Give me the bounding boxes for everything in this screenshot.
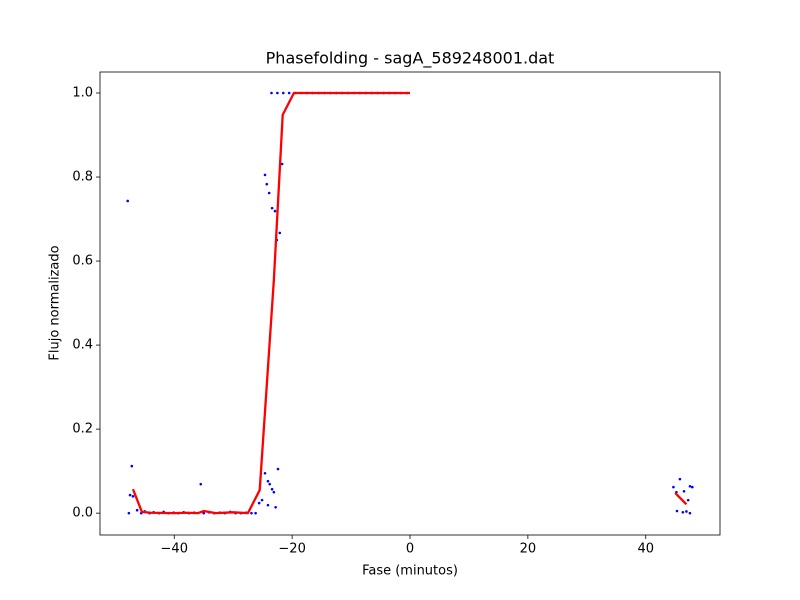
y-tick-label: 0.0 — [72, 506, 93, 521]
x-tick-label: 0 — [406, 542, 414, 557]
x-tick-label: −40 — [161, 542, 188, 557]
data-point — [278, 231, 282, 235]
y-tick-label: 0.8 — [72, 170, 93, 185]
data-point — [681, 511, 685, 514]
data-point — [270, 487, 274, 491]
x-tick-label: −20 — [278, 542, 305, 557]
data-point — [127, 511, 131, 515]
y-tick-label: 0.4 — [72, 338, 93, 353]
data-point — [276, 91, 279, 95]
data-point — [260, 498, 264, 502]
data-point — [135, 508, 139, 512]
data-point — [250, 511, 253, 515]
data-point — [263, 471, 267, 475]
data-point — [691, 485, 694, 489]
y-tick-label: 0.2 — [72, 422, 93, 437]
data-point — [685, 510, 688, 513]
data-point — [688, 484, 692, 488]
data-point — [270, 91, 273, 95]
data-point — [267, 191, 271, 195]
data-point — [199, 482, 203, 486]
plot-frame — [99, 71, 721, 536]
x-tick-label: 20 — [520, 542, 537, 557]
data-point — [688, 511, 692, 515]
data-point — [131, 495, 135, 498]
data-point — [128, 493, 132, 497]
x-tick-label: 40 — [637, 542, 654, 557]
data-point — [686, 498, 690, 502]
data-point — [130, 464, 134, 468]
data-point — [257, 501, 261, 505]
data-point — [266, 479, 270, 483]
data-point — [265, 182, 269, 186]
data-point — [675, 509, 679, 513]
data-point — [272, 490, 276, 494]
x-axis-label: Fase (minutos) — [362, 564, 458, 579]
y-tick-label: 0.6 — [72, 254, 93, 269]
data-point — [287, 91, 291, 95]
data-point — [273, 209, 277, 213]
data-point — [682, 490, 686, 493]
y-axis-label: Flujo normalizado — [48, 245, 63, 360]
data-point — [254, 511, 257, 515]
data-point — [678, 477, 682, 481]
data-point — [126, 199, 129, 203]
data-point — [276, 467, 280, 471]
data-point — [263, 173, 267, 177]
data-point — [266, 503, 270, 507]
data-line — [131, 91, 688, 515]
y-tick-label: 1.0 — [72, 86, 93, 101]
data-point — [268, 482, 272, 486]
data-point — [270, 206, 274, 210]
data-point — [281, 91, 285, 95]
data-point — [280, 162, 284, 166]
chart-title: Phasefolding - sagA_589248001.dat — [266, 49, 555, 69]
data-point — [672, 485, 675, 489]
data-point — [274, 505, 277, 509]
